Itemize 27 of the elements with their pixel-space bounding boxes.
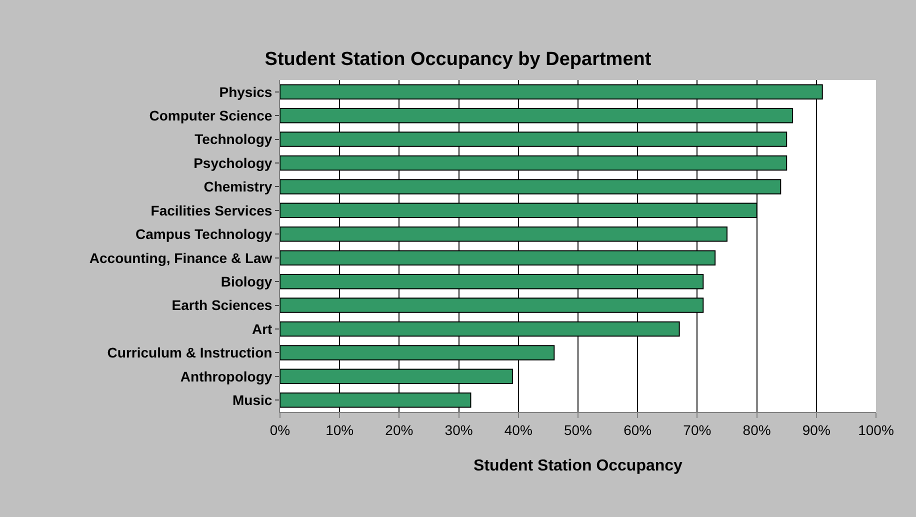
x-axis-title: Student Station Occupancy [474,458,683,474]
y-tick-label: Physics [219,84,272,100]
y-tick-label: Chemistry [204,178,272,195]
y-tick-label: Anthropology [180,368,272,384]
y-tick-label: Facilities Services [150,202,272,218]
y-tick-label: Computer Science [149,107,272,124]
y-tick-label: Accounting, Finance & Law [89,250,272,266]
x-tick-label: 70% [683,422,712,438]
x-tick-label: 50% [564,422,592,438]
y-tick-label: Earth Sciences [172,297,272,314]
x-tick-label: 20% [385,422,414,438]
y-tick-label: Curriculum & Instruction [107,344,272,361]
x-tick-label: 90% [802,422,830,438]
y-tick-label: Technology [194,131,272,148]
x-tick-label: 30% [444,422,473,438]
y-tick-label: Psychology [194,154,272,171]
x-tick-label: 100% [858,422,894,438]
y-tick-label: Biology [220,273,272,290]
x-tick-label: 60% [624,422,652,438]
x-tick-label: 40% [504,422,532,438]
chart-title: Student Station Occupancy by Department [264,49,652,70]
y-tick-label: Campus Technology [136,226,272,242]
x-tick-label: 10% [326,422,354,438]
x-tick-label: 80% [742,422,771,438]
y-tick-label: Art [252,320,273,337]
y-tick-label: Music [232,392,272,408]
x-tick-label: 0% [270,422,290,438]
